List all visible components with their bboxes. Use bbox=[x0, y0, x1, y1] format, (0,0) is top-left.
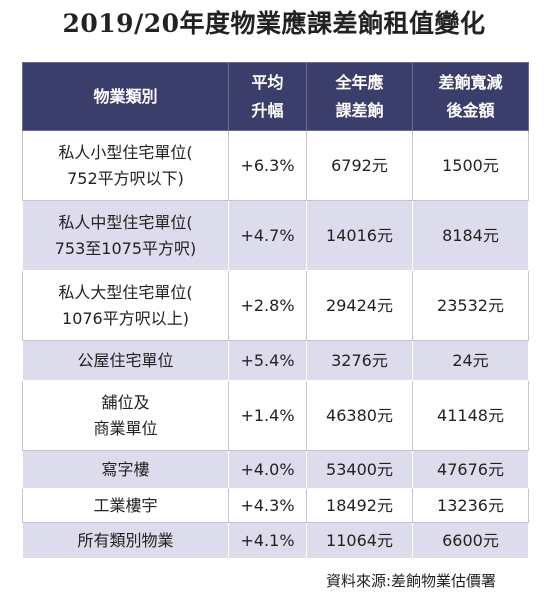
table-row: 舖位及 商業單位 +1.4% 46380元 41148元 bbox=[22, 380, 529, 451]
table-cell: 41148元 bbox=[412, 380, 529, 451]
table-row: 私人小型住宅單位( 752平方呎以下) +6.3% 6792元 1500元 bbox=[22, 130, 529, 201]
table-cell: +6.3% bbox=[228, 130, 307, 201]
table-row: 所有類別物業 +4.1% 11064元 6600元 bbox=[22, 522, 529, 559]
table-cell: +4.7% bbox=[228, 200, 307, 271]
title: 2019/20年度物業應課差餉租值變化 bbox=[62, 9, 486, 38]
table-cell: +4.3% bbox=[228, 488, 307, 523]
table-cell: +5.4% bbox=[228, 340, 307, 381]
column-header: 物業類別 bbox=[22, 62, 229, 131]
table-cell: 53400元 bbox=[306, 450, 413, 489]
table-cell: 私人小型住宅單位( 752平方呎以下) bbox=[22, 130, 229, 201]
table-cell: +1.4% bbox=[228, 380, 307, 451]
table-cell: 18492元 bbox=[306, 488, 413, 523]
table-cell: 13236元 bbox=[412, 488, 529, 523]
table-row: 私人中型住宅單位( 753至1075平方呎) +4.7% 14016元 8184元 bbox=[22, 200, 529, 271]
table-cell: 23532元 bbox=[412, 270, 529, 341]
column-header: 全年應 課差餉 bbox=[306, 62, 413, 131]
table-cell: 1500元 bbox=[412, 130, 529, 201]
table-cell: 29424元 bbox=[306, 270, 413, 341]
table-cell: 私人大型住宅單位( 1076平方呎以上) bbox=[22, 270, 229, 341]
table-body: 私人小型住宅單位( 752平方呎以下) +6.3% 6792元 1500元 私人中型住宅… bbox=[22, 130, 529, 559]
table-cell: 所有類別物業 bbox=[22, 522, 229, 559]
table-cell: 私人中型住宅單位( 753至1075平方呎) bbox=[22, 200, 229, 271]
table-cell: 寫字樓 bbox=[22, 450, 229, 489]
source-note: 資料來源:差餉物業估價署 bbox=[325, 572, 496, 590]
table-cell: 8184元 bbox=[412, 200, 529, 271]
column-header: 平均 升幅 bbox=[228, 62, 307, 131]
table-cell: 11064元 bbox=[306, 522, 413, 559]
table-cell: +4.1% bbox=[228, 522, 307, 559]
table-cell: 工業樓宇 bbox=[22, 488, 229, 523]
table-cell: +2.8% bbox=[228, 270, 307, 341]
column-header: 差餉寬減 後金額 bbox=[412, 62, 529, 131]
table-row: 公屋住宅單位 +5.4% 3276元 24元 bbox=[22, 340, 529, 381]
table-cell: +4.0% bbox=[228, 450, 307, 489]
table-cell: 舖位及 商業單位 bbox=[22, 380, 229, 451]
rates-table: 物業類別 平均 升幅 全年應 課差餉 差餉寬減 後金額 私人小型住宅單位( 752平方… bbox=[22, 62, 529, 559]
table-cell: 3276元 bbox=[306, 340, 413, 381]
table-cell: 24元 bbox=[412, 340, 529, 381]
table-cell: 14016元 bbox=[306, 200, 413, 271]
table-row: 寫字樓 +4.0% 53400元 47676元 bbox=[22, 450, 529, 489]
table-cell: 47676元 bbox=[412, 450, 529, 489]
table-cell: 46380元 bbox=[306, 380, 413, 451]
table-row: 私人大型住宅單位( 1076平方呎以上) +2.8% 29424元 23532元 bbox=[22, 270, 529, 341]
table-cell: 公屋住宅單位 bbox=[22, 340, 229, 381]
header-row: 物業類別 平均 升幅 全年應 課差餉 差餉寬減 後金額 bbox=[22, 62, 529, 131]
table-row: 工業樓宇 +4.3% 18492元 13236元 bbox=[22, 488, 529, 523]
table-cell: 6792元 bbox=[306, 130, 413, 201]
table-cell: 6600元 bbox=[412, 522, 529, 559]
